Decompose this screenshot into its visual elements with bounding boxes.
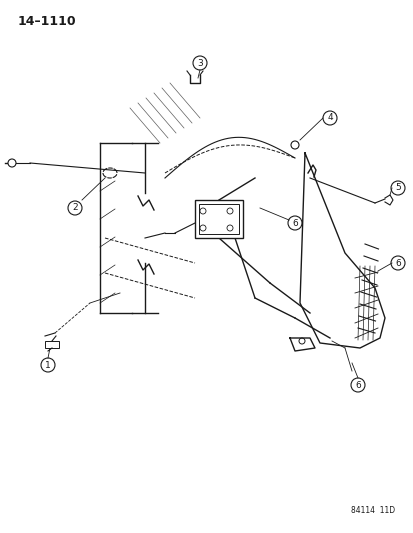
FancyBboxPatch shape <box>45 341 59 348</box>
Text: 3: 3 <box>197 59 202 68</box>
Text: 5: 5 <box>394 183 400 192</box>
Bar <box>199 204 238 234</box>
Text: 4: 4 <box>326 114 332 123</box>
Text: 2: 2 <box>72 204 78 213</box>
Text: 6: 6 <box>354 381 360 390</box>
Text: 1: 1 <box>45 360 51 369</box>
Text: 6: 6 <box>292 219 297 228</box>
Bar <box>195 200 242 238</box>
Circle shape <box>8 159 16 167</box>
Text: 84114  11D: 84114 11D <box>350 506 394 515</box>
Text: 14–1110: 14–1110 <box>18 15 76 28</box>
Text: 6: 6 <box>394 259 400 268</box>
